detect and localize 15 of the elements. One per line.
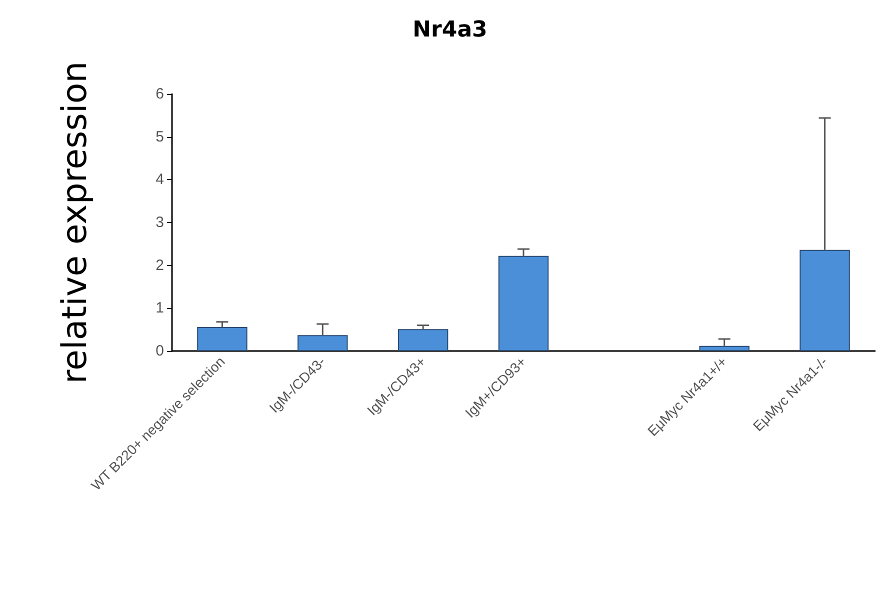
bar bbox=[800, 250, 850, 351]
y-tick-label: 3 bbox=[156, 214, 164, 231]
bar bbox=[699, 346, 750, 351]
y-axis-title: relative expression bbox=[55, 61, 95, 384]
y-tick-label: 6 bbox=[156, 86, 164, 102]
chart-title: Nr4a3 bbox=[412, 18, 488, 42]
y-tick-label: 1 bbox=[156, 300, 164, 317]
bar bbox=[398, 329, 448, 351]
y-tick-label: 0 bbox=[156, 342, 164, 360]
y-tick-label: 4 bbox=[156, 171, 164, 188]
bar bbox=[298, 335, 348, 351]
y-tick-label: 5 bbox=[156, 128, 164, 146]
bar bbox=[498, 256, 549, 351]
y-tick-label: 2 bbox=[156, 256, 164, 274]
bar bbox=[197, 327, 248, 351]
